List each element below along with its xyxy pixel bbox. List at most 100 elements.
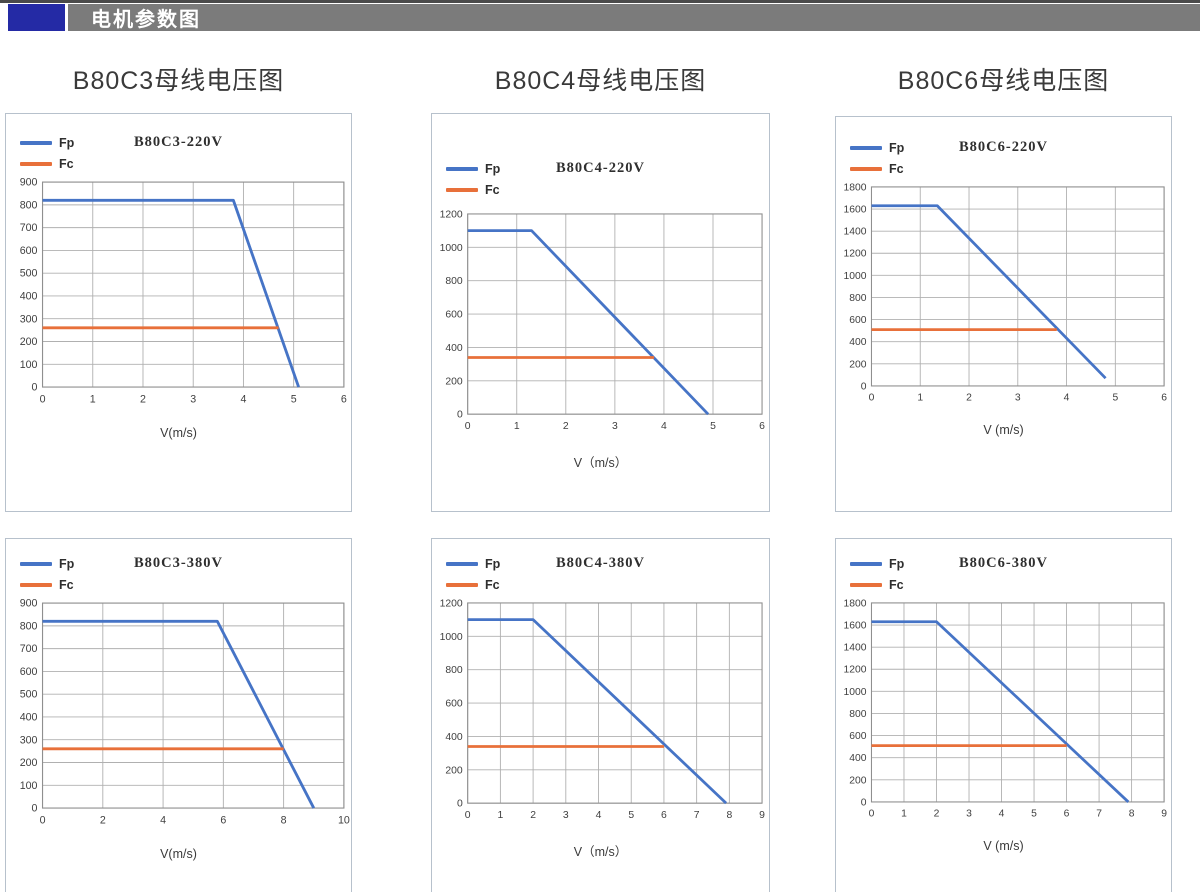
svg-text:0: 0 xyxy=(457,410,463,421)
chart-card-b80c4-380v: Fp Fc B80C4-380V 0 200 400 600 800 1000 1200 0 1… xyxy=(431,538,770,892)
svg-text:10: 10 xyxy=(338,814,350,826)
chart-card-b80c4-220v: Fp Fc B80C4-220V 0 200 400 600 800 1000 1200 0 1… xyxy=(431,113,770,512)
svg-text:400: 400 xyxy=(849,337,866,348)
plot-title: B80C3-220V xyxy=(134,134,223,150)
svg-text:8: 8 xyxy=(281,814,287,826)
svg-text:800: 800 xyxy=(445,665,463,676)
column-title-b80c3: B80C3母线电压图 xyxy=(72,67,285,95)
svg-text:3: 3 xyxy=(1015,393,1021,404)
svg-text:300: 300 xyxy=(20,313,38,325)
svg-text:5: 5 xyxy=(1031,809,1037,820)
svg-text:200: 200 xyxy=(445,765,463,776)
svg-text:600: 600 xyxy=(445,699,463,710)
svg-text:200: 200 xyxy=(20,757,38,769)
x-axis-label: V（m/s） xyxy=(573,455,628,470)
plot-area: 0 100 200 300 400 500 600 700 800 900 0 2 4 6 8 10 xyxy=(20,598,350,827)
svg-text:700: 700 xyxy=(20,222,38,234)
svg-text:1200: 1200 xyxy=(844,249,867,260)
chart-card-b80c3-220v: Fp Fc B80C3-220V 0 100 200 300 400 500 600 700 8… xyxy=(5,113,352,512)
svg-text:4: 4 xyxy=(596,810,602,821)
svg-text:2: 2 xyxy=(966,393,972,404)
svg-text:500: 500 xyxy=(20,268,38,280)
svg-text:6: 6 xyxy=(1064,809,1070,820)
svg-text:200: 200 xyxy=(445,376,463,387)
fp-line-swatch xyxy=(850,145,882,150)
svg-text:800: 800 xyxy=(20,199,38,211)
svg-text:100: 100 xyxy=(20,780,38,792)
legend-label-fp: Fp xyxy=(59,556,75,571)
fp-line-swatch xyxy=(446,561,478,566)
svg-text:4: 4 xyxy=(999,809,1005,820)
svg-text:0: 0 xyxy=(861,381,867,392)
chart-legend: Fp Fc xyxy=(20,132,74,174)
svg-text:0: 0 xyxy=(40,814,46,826)
svg-text:400: 400 xyxy=(849,753,866,764)
svg-text:1: 1 xyxy=(901,809,907,820)
legend-label-fp: Fp xyxy=(889,556,905,571)
legend-label-fc: Fc xyxy=(889,161,904,176)
plot-title: B80C4-220V xyxy=(556,160,645,176)
fc-line-swatch xyxy=(446,187,478,192)
legend-item-fc: Fc xyxy=(446,179,500,200)
chart-legend: Fp Fc xyxy=(850,553,904,595)
chart-legend: Fp Fc xyxy=(850,137,904,179)
svg-text:200: 200 xyxy=(849,775,866,786)
page-top-rule xyxy=(0,0,1200,3)
svg-text:200: 200 xyxy=(20,336,38,348)
svg-text:0: 0 xyxy=(869,809,875,820)
svg-text:1: 1 xyxy=(514,421,520,432)
chart-card-b80c6-220v: Fp Fc B80C6-220V 0 200 400 600 800 1000 1200 14… xyxy=(835,116,1172,512)
fp-line-swatch xyxy=(850,561,882,566)
svg-text:1: 1 xyxy=(90,393,96,405)
svg-text:4: 4 xyxy=(160,814,166,826)
svg-text:5: 5 xyxy=(710,421,716,432)
svg-text:9: 9 xyxy=(1161,809,1167,820)
svg-text:0: 0 xyxy=(32,803,38,815)
svg-text:1000: 1000 xyxy=(844,271,867,282)
legend-item-fp: Fp xyxy=(20,553,74,574)
svg-text:700: 700 xyxy=(20,643,38,655)
fp-line-swatch xyxy=(20,140,52,145)
svg-text:1000: 1000 xyxy=(440,632,463,643)
svg-text:1800: 1800 xyxy=(844,598,867,609)
legend-item-fp: Fp xyxy=(446,553,500,574)
svg-text:5: 5 xyxy=(628,810,634,821)
legend-label-fp: Fp xyxy=(889,140,905,155)
svg-text:0: 0 xyxy=(457,799,463,810)
svg-text:6: 6 xyxy=(759,421,765,432)
plot-title: B80C6-220V xyxy=(959,139,1048,155)
legend-item-fc: Fc xyxy=(20,153,74,174)
fp-line-swatch xyxy=(446,166,478,171)
legend-label-fc: Fc xyxy=(59,156,74,171)
legend-label-fc: Fc xyxy=(889,577,904,592)
column-title-b80c4: B80C4母线电压图 xyxy=(494,67,707,95)
svg-text:1400: 1400 xyxy=(844,227,867,238)
fc-line-swatch xyxy=(20,161,52,166)
section-header: 电机参数图 xyxy=(0,3,1200,32)
svg-text:600: 600 xyxy=(849,315,866,326)
plot-title: B80C4-380V xyxy=(556,555,645,571)
svg-text:900: 900 xyxy=(20,598,38,610)
svg-text:4: 4 xyxy=(240,393,246,405)
svg-text:400: 400 xyxy=(445,343,463,354)
svg-text:1200: 1200 xyxy=(440,209,463,220)
svg-text:100: 100 xyxy=(20,359,38,371)
fc-line-swatch xyxy=(850,582,882,587)
legend-label-fp: Fp xyxy=(59,135,75,150)
legend-item-fc: Fc xyxy=(850,158,904,179)
svg-text:800: 800 xyxy=(445,276,463,287)
svg-text:8: 8 xyxy=(726,810,732,821)
svg-text:1600: 1600 xyxy=(844,620,867,631)
svg-text:800: 800 xyxy=(20,620,38,632)
plot-area: 0 200 400 600 800 1000 1200 0 1 2 3 4 5 6 7 8 9 xyxy=(440,598,766,821)
svg-text:600: 600 xyxy=(20,245,38,257)
svg-text:3: 3 xyxy=(563,810,569,821)
svg-text:6: 6 xyxy=(341,393,347,405)
svg-text:4: 4 xyxy=(661,421,667,432)
svg-text:0: 0 xyxy=(465,421,471,432)
svg-text:0: 0 xyxy=(465,810,471,821)
svg-text:5: 5 xyxy=(1112,393,1118,404)
svg-text:400: 400 xyxy=(445,732,463,743)
svg-text:3: 3 xyxy=(966,809,972,820)
svg-text:300: 300 xyxy=(20,734,38,746)
